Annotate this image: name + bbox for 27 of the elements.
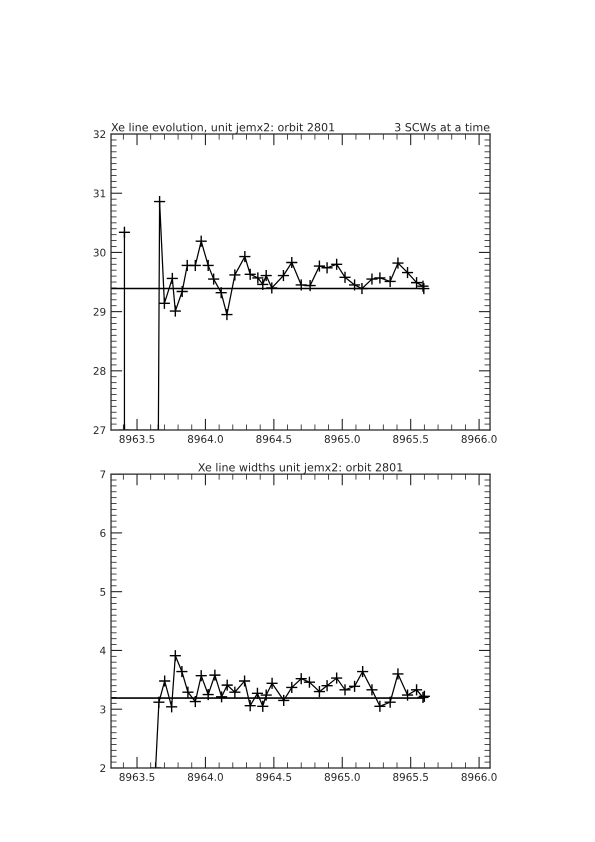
chart-subtitle: 3 SCWs at a time (395, 122, 490, 132)
x-tick-label: 8965.5 (393, 773, 428, 781)
x-tick-label: 8964.0 (188, 773, 223, 781)
x-tick-label: 8965.5 (393, 435, 428, 443)
x-tick-label: 8966.0 (462, 435, 497, 443)
y-tick-label: 30 (94, 248, 106, 257)
y-tick-label: 2 (100, 764, 106, 772)
x-tick-label: 8964.5 (256, 773, 292, 781)
y-tick-label: 27 (94, 426, 106, 434)
chart-title: Xe line widths unit jemx2: orbit 2801 (198, 462, 402, 474)
y-tick-label: 7 (100, 470, 106, 478)
x-tick-label: 8964.5 (256, 435, 292, 443)
y-tick-label: 4 (100, 646, 106, 654)
x-tick-label: 8963.5 (120, 773, 154, 781)
x-tick-label: 8963.5 (120, 435, 154, 443)
y-tick-label: 32 (94, 130, 106, 138)
x-tick-label: 8966.0 (462, 773, 497, 781)
x-tick-label: 8964.0 (188, 435, 223, 443)
chart-title: Xe line evolution, unit jemx2: orbit 2801 (111, 122, 334, 134)
x-tick-label: 8965.0 (324, 435, 360, 443)
y-tick-label: 31 (94, 189, 106, 198)
x-tick-label: 8965.0 (324, 773, 360, 781)
y-tick-label: 29 (94, 308, 106, 316)
y-tick-label: 6 (100, 529, 106, 538)
y-tick-label: 28 (94, 367, 106, 375)
y-tick-label: 5 (100, 588, 106, 596)
y-tick-label: 3 (100, 705, 106, 714)
